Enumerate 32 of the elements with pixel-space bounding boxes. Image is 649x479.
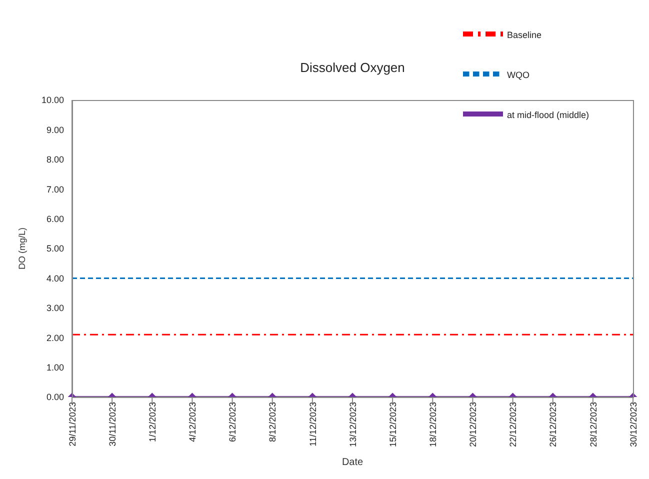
x-tick-label: 30/12/2023 (628, 402, 638, 448)
y-tick-label: 4.00 (46, 273, 64, 284)
x-tick-label: 22/12/2023 (508, 402, 518, 448)
y-tick-label: 7.00 (46, 184, 64, 194)
x-tick-label: 29/11/2023 (67, 402, 78, 446)
y-tick-label: 0.00 (46, 392, 64, 402)
y-tick-label: 3.00 (46, 303, 64, 314)
legend-label: Baseline (507, 30, 542, 40)
x-tick-label: 15/12/2023 (388, 402, 398, 448)
y-tick-label: 5.00 (46, 244, 64, 254)
x-axis-title: Date (342, 457, 364, 468)
legend-label: at mid-flood (middle) (507, 110, 590, 120)
x-tick-label: 8/12/2023 (268, 402, 278, 442)
x-tick-label: 28/12/2023 (588, 402, 598, 448)
chart-title: Dissolved Oxygen (300, 60, 405, 75)
y-tick-label: 6.00 (46, 214, 64, 224)
y-tick-label: 9.00 (46, 124, 64, 135)
x-tick-label: 30/11/2023 (107, 402, 118, 446)
legend-label: WQO (507, 70, 530, 80)
x-tick-label: 1/12/2023 (148, 402, 158, 442)
x-tick-label: 18/12/2023 (428, 402, 438, 448)
x-tick-label: 11/12/2023 (308, 402, 318, 446)
x-tick-label: 4/12/2023 (188, 402, 198, 442)
y-axis-title: DO (mg/L) (17, 227, 28, 270)
y-tick-label: 8.00 (46, 154, 64, 165)
y-tick-label: 10.00 (41, 95, 64, 106)
x-tick-label: 6/12/2023 (228, 402, 238, 442)
y-tick-label: 1.00 (46, 362, 64, 372)
x-tick-label: 26/12/2023 (548, 402, 558, 448)
y-tick-label: 2.00 (46, 332, 64, 343)
x-tick-label: 13/12/2023 (348, 402, 358, 448)
x-tick-label: 20/12/2023 (468, 402, 478, 448)
